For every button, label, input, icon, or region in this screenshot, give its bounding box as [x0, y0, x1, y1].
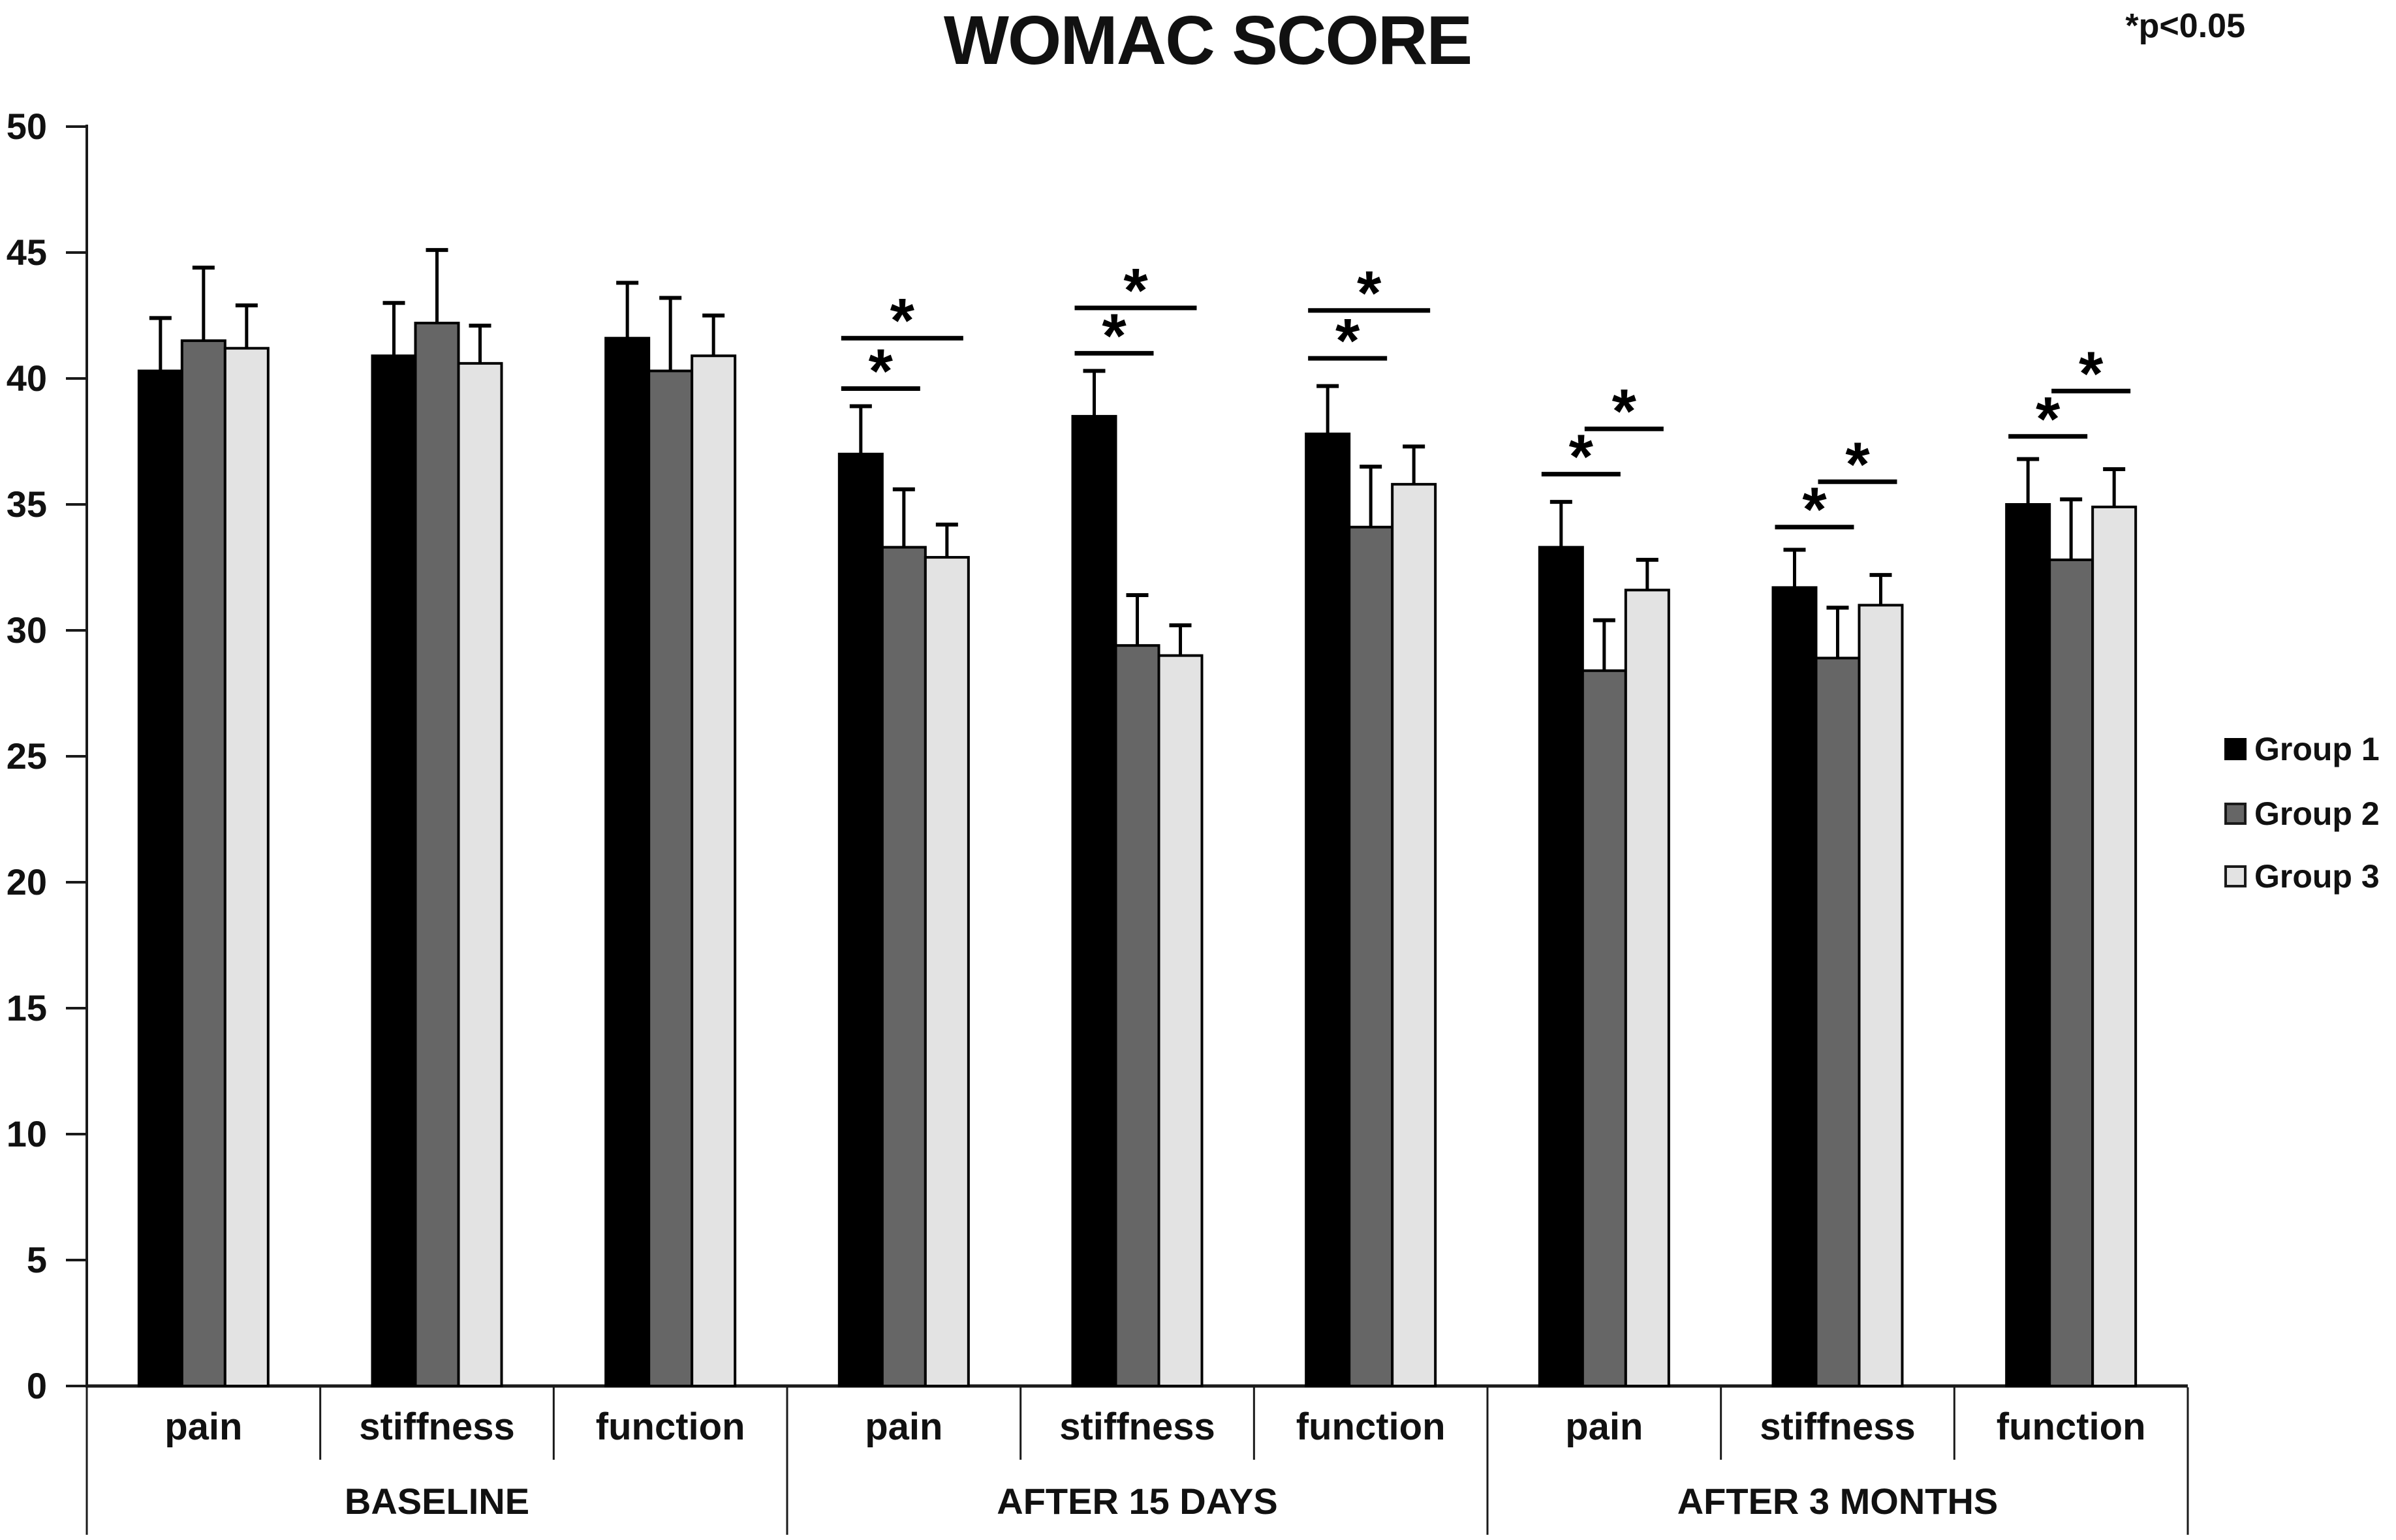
bar-group3: [924, 556, 970, 1387]
bar-group1: [837, 452, 884, 1387]
period-label: AFTER 3 MONTHS: [1677, 1481, 1999, 1522]
significance-asterisk: *: [1845, 429, 1870, 499]
bar-group1: [1771, 586, 1818, 1387]
category-label: function: [1997, 1406, 2146, 1448]
bar-group2: [647, 369, 694, 1387]
legend-label: Group 2: [2254, 795, 2380, 832]
y-tick-label: 10: [7, 1113, 47, 1154]
y-tick-label: 5: [27, 1239, 47, 1280]
group3-swatch-icon: [2224, 865, 2247, 887]
legend-item-group2: Group 2: [2224, 794, 2380, 833]
y-tick-label: 30: [7, 609, 47, 651]
bar-group3: [457, 362, 503, 1388]
bar-group3: [1858, 604, 1904, 1387]
legend-item-group1: Group 1: [2224, 730, 2380, 769]
category-label: function: [596, 1406, 745, 1448]
significance-asterisk: *: [1612, 377, 1637, 446]
y-tick-label: 0: [27, 1365, 47, 1406]
category-label: function: [1296, 1406, 1446, 1448]
category-label: pain: [865, 1406, 942, 1448]
bar-group1: [1538, 546, 1584, 1387]
bar-group2: [1114, 644, 1160, 1387]
y-tick-label: 45: [7, 232, 47, 273]
significance-asterisk: *: [1357, 258, 1382, 328]
bar-group2: [880, 546, 927, 1387]
legend-item-group3: Group 3: [2224, 857, 2380, 896]
significance-asterisk: *: [2036, 384, 2061, 454]
y-tick-label: 25: [7, 735, 47, 777]
bar-group2: [1581, 669, 1627, 1387]
bar-group3: [1157, 654, 1204, 1387]
significance-note: *p<0.05: [2125, 7, 2245, 45]
y-tick-label: 40: [7, 358, 47, 399]
bar-group1: [1071, 414, 1117, 1387]
category-label: stiffness: [1059, 1406, 1215, 1448]
bar-group3: [1624, 589, 1670, 1387]
significance-asterisk: *: [2079, 339, 2104, 408]
bar-group3: [691, 354, 737, 1387]
category-label: pain: [1565, 1406, 1643, 1448]
bar-group2: [1814, 656, 1861, 1388]
bar-group3: [1391, 483, 1437, 1387]
bar-group1: [1305, 432, 1351, 1387]
significance-asterisk: *: [1802, 475, 1827, 545]
bar-group1: [371, 354, 417, 1387]
group1-swatch-icon: [2224, 738, 2247, 760]
significance-asterisk: *: [1335, 306, 1360, 376]
period-label: AFTER 15 DAYS: [997, 1481, 1278, 1522]
group2-swatch-icon: [2224, 803, 2247, 825]
significance-asterisk: *: [1123, 256, 1148, 326]
legend-label: Group 3: [2254, 858, 2380, 895]
category-label: pain: [164, 1406, 242, 1448]
significance-asterisk: *: [1102, 301, 1127, 371]
y-tick-label: 50: [7, 106, 47, 147]
category-label: stiffness: [359, 1406, 515, 1448]
chart-title: WOMAC SCORE: [943, 2, 1472, 79]
y-tick-label: 15: [7, 987, 47, 1028]
bar-group1: [2005, 503, 2051, 1387]
bar-group1: [604, 337, 651, 1387]
bar-group1: [137, 369, 183, 1387]
significance-asterisk: *: [869, 336, 894, 406]
bar-group2: [180, 339, 226, 1387]
bar-group2: [2048, 558, 2094, 1387]
significance-asterisk: *: [1569, 422, 1594, 492]
category-label: stiffness: [1760, 1406, 1916, 1448]
y-tick-label: 20: [7, 861, 47, 902]
period-label: BASELINE: [345, 1481, 529, 1522]
legend-label: Group 1: [2254, 731, 2380, 767]
bar-group2: [1348, 525, 1394, 1387]
y-tick-label: 35: [7, 484, 47, 525]
bar-group3: [223, 346, 270, 1387]
significance-asterisk: *: [890, 286, 915, 356]
bar-group2: [414, 322, 460, 1388]
bar-group3: [2091, 505, 2138, 1387]
